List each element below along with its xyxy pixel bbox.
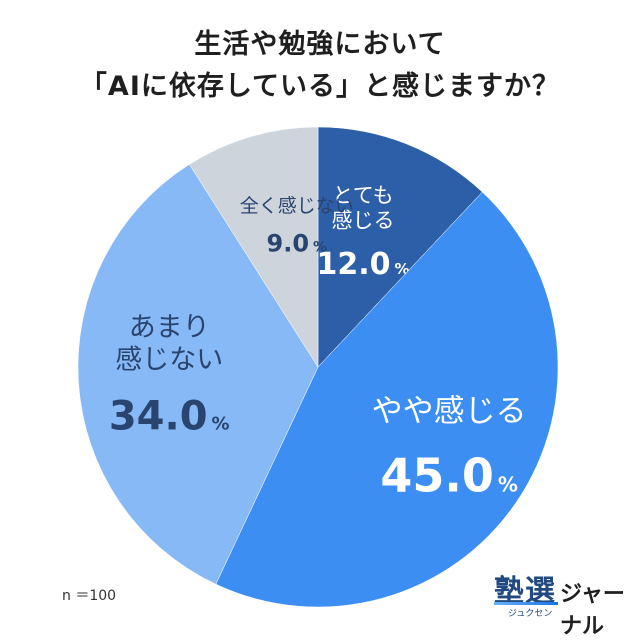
slice-label: とても bbox=[332, 183, 393, 207]
slice-label: 感じる bbox=[331, 209, 394, 233]
pie-slice bbox=[215, 191, 559, 608]
brand-logo: 塾選 ジュクセン ジャーナル bbox=[488, 566, 638, 639]
slice-label: やや感じる bbox=[372, 393, 527, 429]
chart-title-line2: 「AIに依存している」と感じますか？ bbox=[79, 71, 561, 102]
slice-label: 感じない bbox=[115, 344, 223, 375]
logo-reading: ジュクセン bbox=[508, 609, 553, 619]
pie-slice bbox=[317, 126, 483, 368]
slice-value: 9.0% bbox=[267, 230, 328, 258]
slice-label: あまり bbox=[129, 312, 210, 343]
slice-value: 12.0% bbox=[316, 247, 409, 282]
sample-size-note: n ＝100 bbox=[62, 588, 117, 604]
logo-underline bbox=[494, 602, 558, 605]
chart-title-line1: 生活や勉強において bbox=[194, 29, 446, 60]
slice-value: 45.0% bbox=[380, 448, 518, 502]
logo-suffix: ジャーナル bbox=[560, 582, 625, 639]
slice-label: 全く感じない bbox=[240, 195, 354, 217]
pie-slice bbox=[77, 164, 319, 585]
pie-slice bbox=[189, 126, 319, 368]
slice-value: 34.0% bbox=[109, 393, 230, 439]
